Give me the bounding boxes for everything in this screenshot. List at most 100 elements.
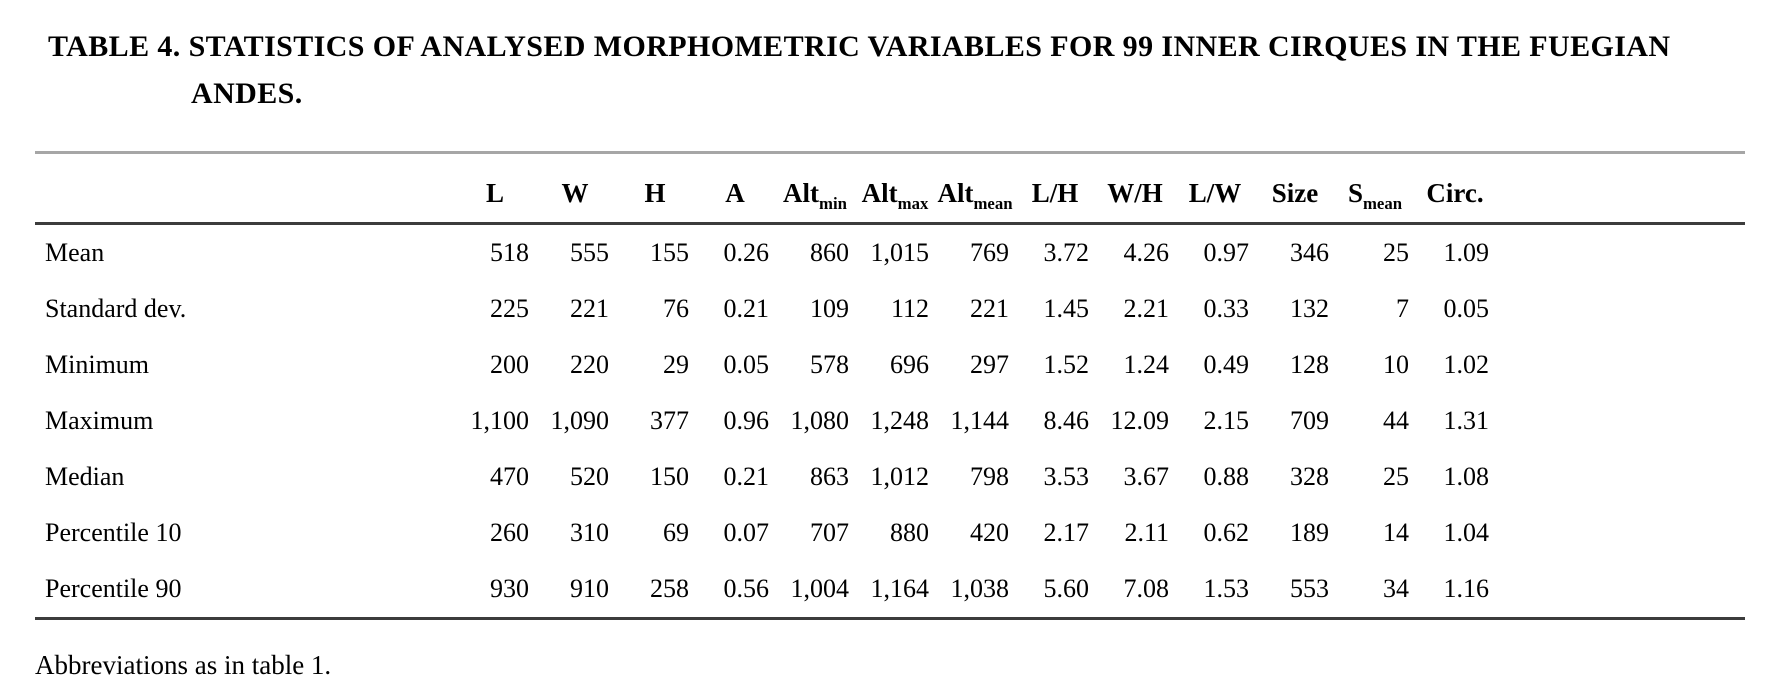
spacer-cell — [1495, 449, 1745, 505]
table-cell: 150 — [650, 462, 689, 491]
table-cell: 696 — [890, 350, 929, 379]
column-header-alt-max: Altmax — [855, 152, 935, 225]
column-header-LH: L/H — [1015, 152, 1095, 225]
column-header-alt-mean: Altmean — [935, 152, 1015, 225]
table-cell: 328 — [1290, 462, 1329, 491]
column-header-WH: W/H — [1095, 152, 1175, 225]
column-header-H: H — [615, 152, 695, 225]
table-cell: 0.05 — [723, 350, 770, 379]
table-cell: 7.08 — [1123, 574, 1170, 603]
column-header-circ: Circ. — [1415, 152, 1495, 225]
row-label: Minimum — [45, 350, 150, 379]
table-cell: 1,100 — [470, 406, 530, 435]
table-cell: 220 — [570, 350, 609, 379]
document-page: TABLE 4. STATISTICS OF ANALYSED MORPHOME… — [0, 24, 1781, 700]
table-cell: 2.17 — [1043, 518, 1090, 547]
table-cell: 1.24 — [1123, 350, 1170, 379]
table-cell: 221 — [570, 294, 609, 323]
table-cell: 200 — [490, 350, 529, 379]
spacer-cell — [1495, 337, 1745, 393]
table-title: TABLE 4. STATISTICS OF ANALYSED MORPHOME… — [48, 30, 1671, 110]
table-cell: 155 — [650, 238, 689, 267]
table-row: Mean 518 555 155 0.26 860 1,015 769 3.72… — [35, 224, 1745, 282]
table-cell: 578 — [810, 350, 849, 379]
table-cell: 0.88 — [1203, 462, 1250, 491]
table-cell: 0.33 — [1203, 294, 1250, 323]
spacer-cell — [1495, 281, 1745, 337]
column-header-size: Size — [1255, 152, 1335, 225]
spacer-cell — [1495, 505, 1745, 561]
table-cell: 12.09 — [1110, 406, 1170, 435]
column-header-W: W — [535, 152, 615, 225]
table-row: Percentile 90 930 910 258 0.56 1,004 1,1… — [35, 561, 1745, 619]
table-cell: 4.26 — [1123, 238, 1170, 267]
table-cell: 518 — [490, 238, 529, 267]
table-cell: 769 — [970, 238, 1009, 267]
table-cell: 880 — [890, 518, 929, 547]
table-cell: 0.49 — [1203, 350, 1250, 379]
table-row: Standard dev. 225 221 76 0.21 109 112 22… — [35, 281, 1745, 337]
table-cell: 0.26 — [723, 238, 770, 267]
table-cell: 132 — [1290, 294, 1329, 323]
table-cell: 225 — [490, 294, 529, 323]
table-cell: 1,164 — [870, 574, 930, 603]
table-cell: 8.46 — [1043, 406, 1090, 435]
column-header-s-mean: Smean — [1335, 152, 1415, 225]
table-cell: 377 — [650, 406, 689, 435]
row-label: Standard dev. — [45, 294, 187, 323]
table-cell: 25 — [1383, 462, 1409, 491]
table-footnote: Abbreviations as in table 1. — [35, 650, 332, 680]
spacer-cell — [1495, 561, 1745, 619]
table-cell: 258 — [650, 574, 689, 603]
table-row: Percentile 10 260 310 69 0.07 707 880 42… — [35, 505, 1745, 561]
table-cell: 860 — [810, 238, 849, 267]
table-cell: 553 — [1290, 574, 1329, 603]
table-cell: 221 — [970, 294, 1009, 323]
table-cell: 470 — [490, 462, 529, 491]
table-cell: 25 — [1383, 238, 1409, 267]
table-cell: 0.62 — [1203, 518, 1250, 547]
column-header-empty — [35, 152, 455, 225]
table-cell: 5.60 — [1043, 574, 1090, 603]
table-cell: 420 — [970, 518, 1009, 547]
table-cell: 310 — [570, 518, 609, 547]
table-cell: 0.05 — [1443, 294, 1490, 323]
table-cell: 1.31 — [1443, 406, 1490, 435]
table-cell: 1.16 — [1443, 574, 1490, 603]
table-cell: 798 — [970, 462, 1009, 491]
table-cell: 29 — [663, 350, 689, 379]
spacer-cell — [1495, 152, 1745, 225]
row-label: Mean — [45, 238, 105, 267]
table-cell: 7 — [1396, 294, 1409, 323]
table-cell: 1.45 — [1043, 294, 1090, 323]
column-header-A: A — [695, 152, 775, 225]
table-cell: 0.21 — [723, 294, 770, 323]
column-header-L: L — [455, 152, 535, 225]
table-cell: 0.07 — [723, 518, 770, 547]
spacer-cell — [1495, 224, 1745, 282]
column-header-LW: L/W — [1175, 152, 1255, 225]
row-label: Percentile 10 — [45, 518, 182, 547]
table-cell: 2.15 — [1203, 406, 1250, 435]
table-cell: 10 — [1383, 350, 1409, 379]
table-cell: 2.11 — [1124, 518, 1169, 547]
table-cell: 1,144 — [950, 406, 1010, 435]
table-cell: 910 — [570, 574, 609, 603]
table-cell: 0.96 — [723, 406, 770, 435]
table-cell: 1,090 — [550, 406, 610, 435]
table-cell: 0.56 — [723, 574, 770, 603]
table-row: Median 470 520 150 0.21 863 1,012 798 3.… — [35, 449, 1745, 505]
table-cell: 1,015 — [870, 238, 930, 267]
table-row: Minimum 200 220 29 0.05 578 696 297 1.52… — [35, 337, 1745, 393]
table-cell: 0.21 — [723, 462, 770, 491]
table-cell: 260 — [490, 518, 529, 547]
row-label: Maximum — [45, 406, 154, 435]
table-row: Maximum 1,100 1,090 377 0.96 1,080 1,248… — [35, 393, 1745, 449]
table-cell: 112 — [890, 294, 929, 323]
table-cell: 1,080 — [790, 406, 850, 435]
table-cell: 0.97 — [1203, 238, 1250, 267]
table-cell: 44 — [1383, 406, 1409, 435]
table-cell: 1,038 — [950, 574, 1010, 603]
spacer-cell — [1495, 393, 1745, 449]
row-label: Percentile 90 — [45, 574, 182, 603]
